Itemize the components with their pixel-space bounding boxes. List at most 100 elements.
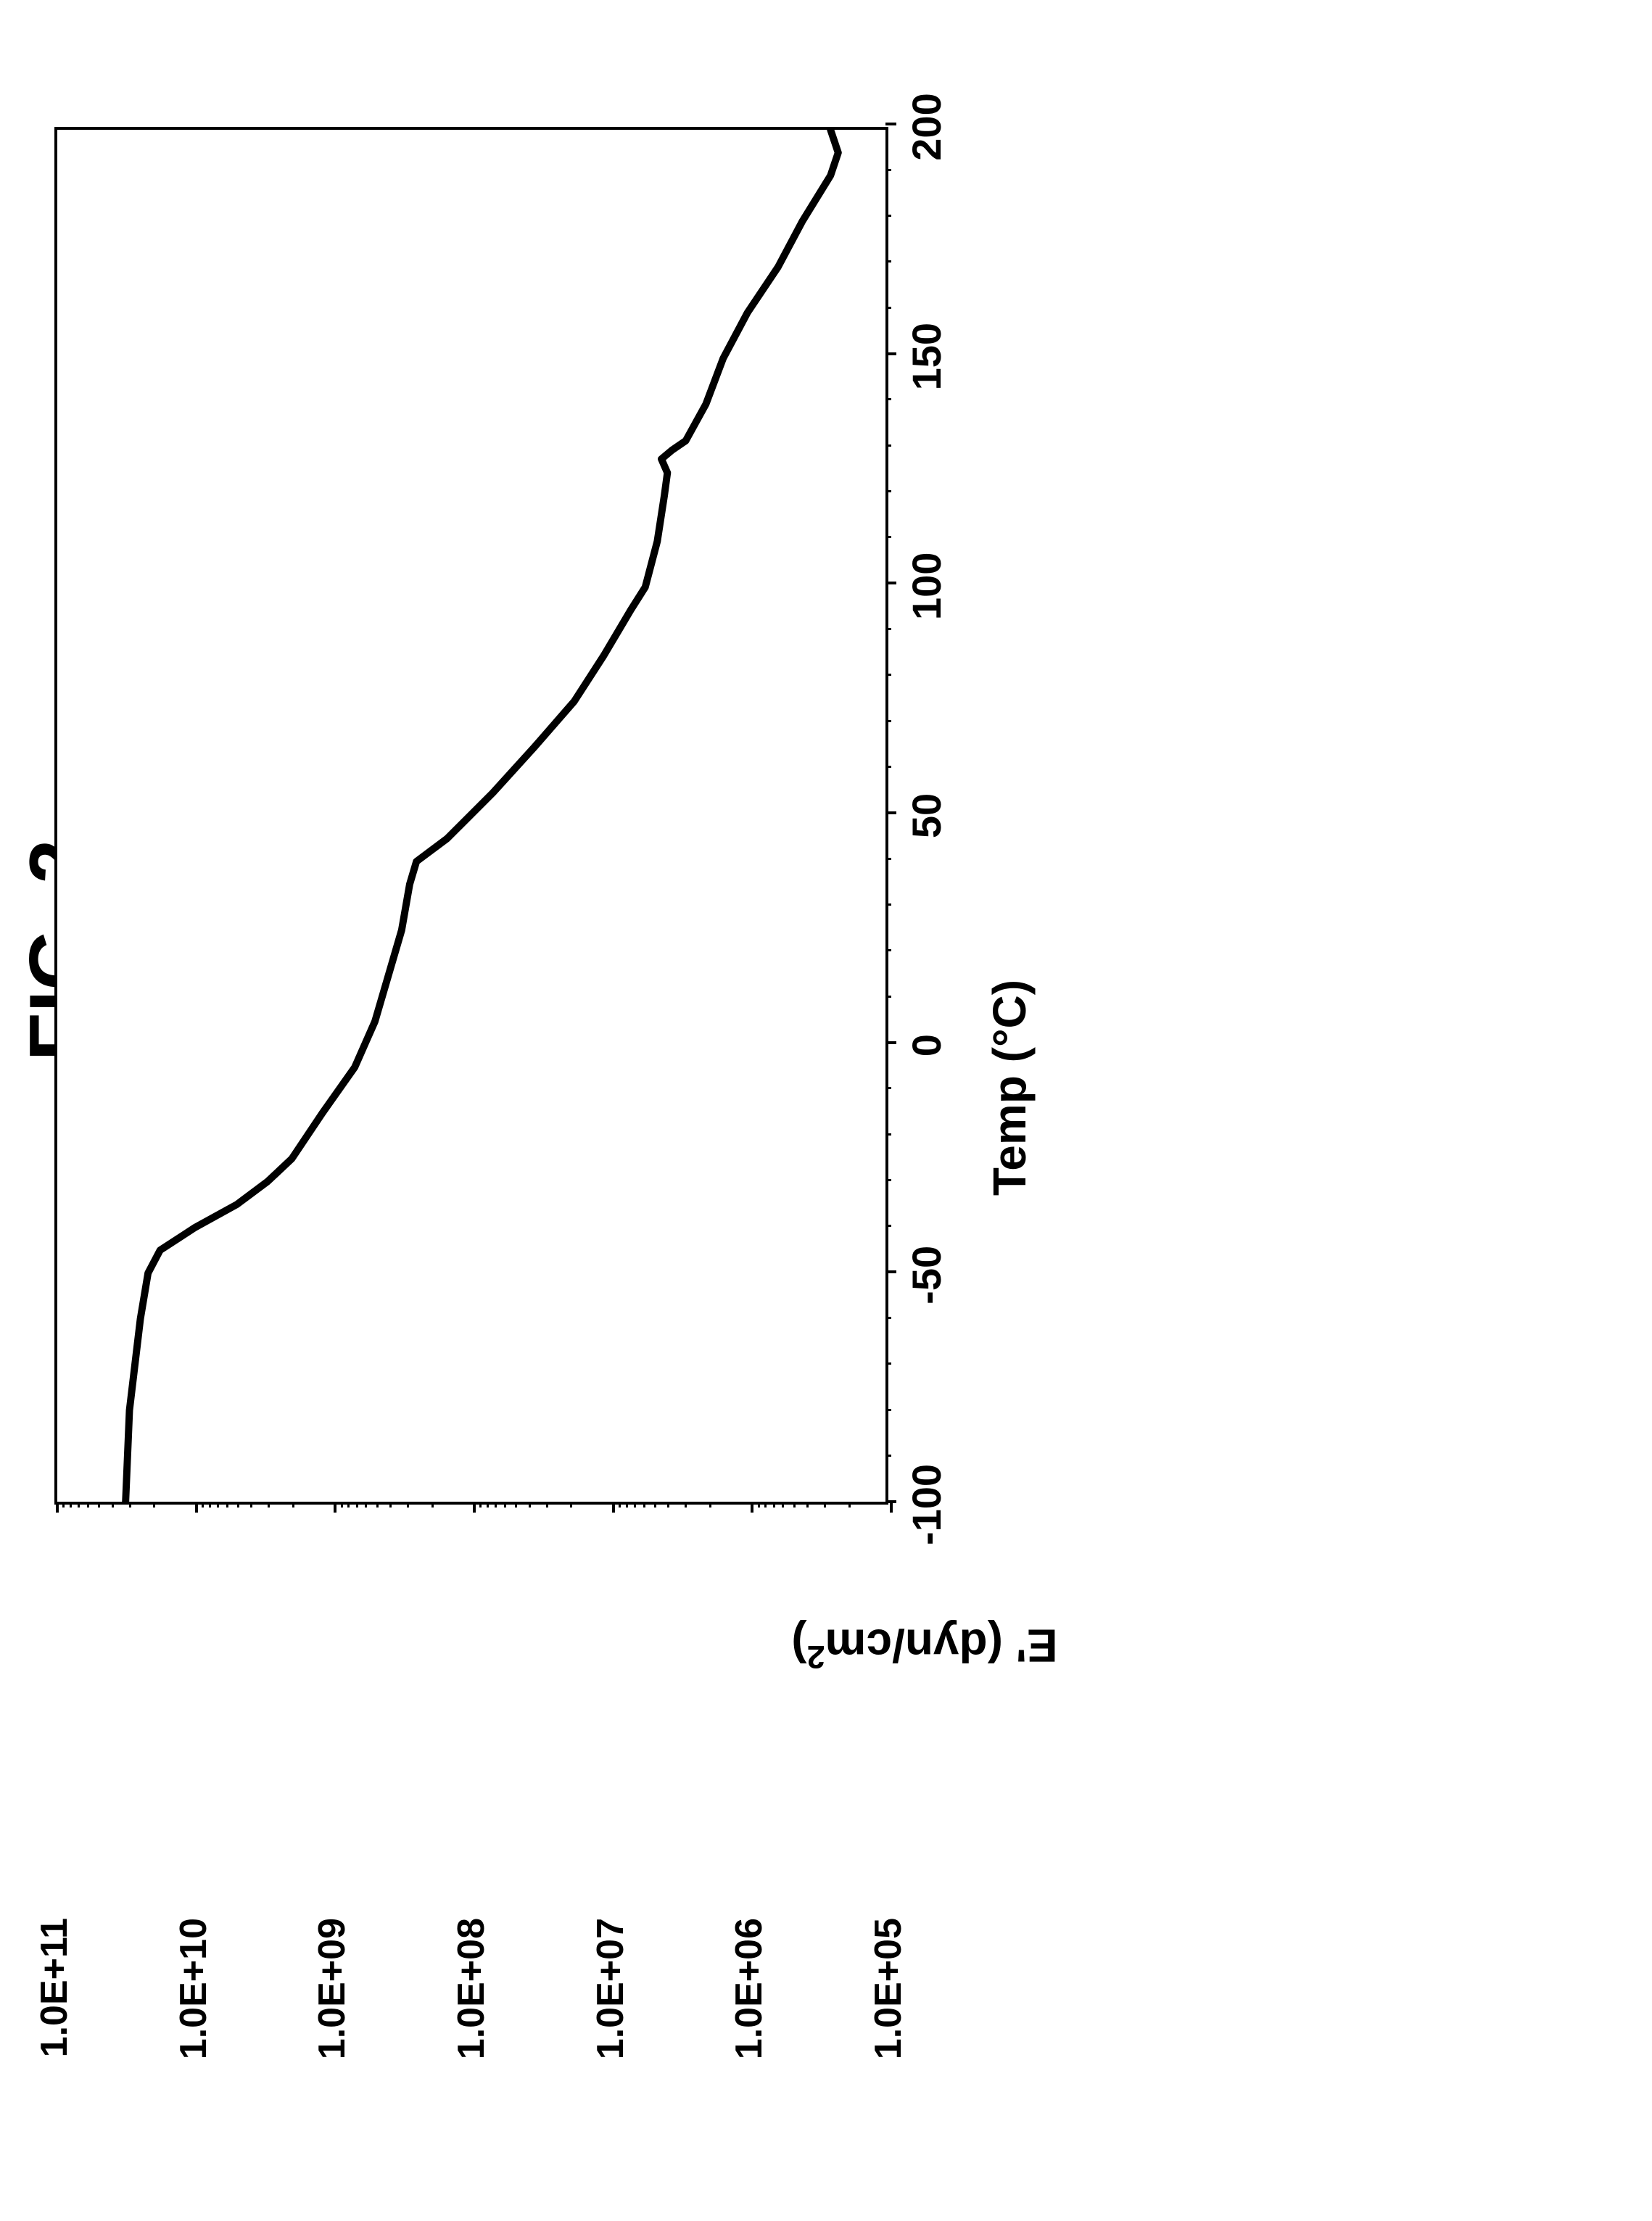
x-tick-mark: [885, 582, 896, 584]
series-polyline: [125, 130, 838, 1502]
y-minor-tick: [98, 1502, 100, 1507]
y-minor-tick: [268, 1502, 270, 1507]
x-minor-tick: [885, 950, 891, 952]
y-minor-tick: [292, 1502, 294, 1507]
y-minor-tick: [709, 1502, 711, 1507]
x-minor-tick: [885, 1317, 891, 1319]
data-line-svg: [57, 130, 885, 1502]
figure-container: FIG. 2 1.0E+051.0E+061.0E+071.0E+081.0E+…: [0, 0, 1652, 2221]
y-minor-tick: [515, 1502, 517, 1507]
y-minor-tick: [70, 1502, 72, 1507]
y-minor-tick: [407, 1502, 409, 1507]
y-minor-tick: [570, 1502, 572, 1507]
y-minor-tick: [758, 1502, 760, 1507]
y-minor-tick: [341, 1502, 343, 1507]
x-minor-tick: [885, 996, 891, 998]
y-minor-tick: [356, 1502, 358, 1507]
x-minor-tick: [885, 1133, 891, 1136]
y-minor-tick: [487, 1502, 489, 1507]
y-tick-label: 1.0E+06: [727, 1918, 771, 2106]
y-minor-tick: [209, 1502, 211, 1507]
y-minor-tick: [824, 1502, 826, 1507]
x-tick-label: 100: [903, 528, 950, 644]
y-minor-tick: [626, 1502, 628, 1507]
y-tick-label: 1.0E+10: [172, 1918, 215, 2106]
y-tick-mark: [612, 1502, 615, 1513]
y-tick-label: 1.0E+05: [867, 1918, 910, 2106]
y-axis-label: E' (dyn/cm2): [791, 1619, 1057, 1675]
y-tick-label: 1.0E+09: [310, 1918, 354, 2106]
y-minor-tick: [619, 1502, 621, 1507]
y-tick-label: 1.0E+11: [33, 1918, 76, 2106]
y-minor-tick: [479, 1502, 482, 1507]
y-minor-tick: [504, 1502, 506, 1507]
x-minor-tick: [885, 674, 891, 677]
x-minor-tick: [885, 903, 891, 906]
y-minor-tick: [495, 1502, 497, 1507]
x-minor-tick: [885, 215, 891, 217]
y-minor-tick: [153, 1502, 155, 1507]
x-minor-tick: [885, 490, 891, 492]
y-minor-tick: [793, 1502, 796, 1507]
y-tick-mark: [195, 1502, 198, 1513]
x-axis-label: Temp (°C): [983, 526, 1036, 1650]
y-tick-mark: [890, 1502, 893, 1513]
y-tick-mark: [751, 1502, 753, 1513]
x-tick-mark: [885, 352, 896, 355]
y-minor-tick: [782, 1502, 784, 1507]
x-minor-tick: [885, 444, 891, 447]
x-minor-tick: [885, 720, 891, 722]
y-minor-tick: [764, 1502, 767, 1507]
y-minor-tick: [634, 1502, 636, 1507]
y-minor-tick: [347, 1502, 350, 1507]
y-minor-tick: [250, 1502, 252, 1507]
y-minor-tick: [848, 1502, 851, 1507]
y-minor-tick: [78, 1502, 80, 1507]
x-tick-label: -50: [903, 1217, 950, 1333]
y-tick-mark: [56, 1502, 59, 1513]
x-minor-tick: [885, 1088, 891, 1090]
y-tick-label: 1.0E+07: [589, 1918, 632, 2106]
y-minor-tick: [685, 1502, 687, 1507]
y-minor-tick: [773, 1502, 775, 1507]
x-minor-tick: [885, 628, 891, 630]
y-minor-tick: [226, 1502, 228, 1507]
x-minor-tick: [885, 537, 891, 539]
x-minor-tick: [885, 1225, 891, 1228]
y-minor-tick: [62, 1502, 65, 1507]
x-tick-label: -100: [903, 1447, 950, 1563]
y-minor-tick: [217, 1502, 219, 1507]
y-minor-tick: [643, 1502, 645, 1507]
y-tick-mark: [473, 1502, 476, 1513]
x-tick-label: 150: [903, 299, 950, 415]
x-minor-tick: [885, 399, 891, 401]
y-minor-tick: [667, 1502, 669, 1507]
x-minor-tick: [885, 1179, 891, 1181]
x-minor-tick: [885, 858, 891, 860]
y-minor-tick: [654, 1502, 656, 1507]
chart-area: 1.0E+051.0E+061.0E+071.0E+081.0E+091.0E+…: [0, 526, 1652, 1650]
x-tick-mark: [885, 811, 896, 814]
y-minor-tick: [202, 1502, 204, 1507]
x-tick-mark: [885, 1270, 896, 1273]
y-tick-mark: [334, 1502, 336, 1513]
x-minor-tick: [885, 1363, 891, 1365]
x-minor-tick: [885, 766, 891, 768]
y-minor-tick: [376, 1502, 379, 1507]
x-minor-tick: [885, 307, 891, 309]
x-minor-tick: [885, 261, 891, 263]
y-minor-tick: [431, 1502, 434, 1507]
x-tick-mark: [885, 1500, 896, 1503]
x-tick-mark: [885, 1041, 896, 1044]
x-tick-label: 200: [903, 69, 950, 185]
x-minor-tick: [885, 169, 891, 171]
y-minor-tick: [546, 1502, 548, 1507]
y-minor-tick: [365, 1502, 367, 1507]
x-minor-tick: [885, 1409, 891, 1411]
x-minor-tick: [885, 1455, 891, 1457]
y-minor-tick: [806, 1502, 809, 1507]
x-tick-mark: [885, 123, 896, 125]
x-tick-label: 50: [903, 758, 950, 874]
x-tick-label: 0: [903, 988, 950, 1104]
y-minor-tick: [389, 1502, 392, 1507]
